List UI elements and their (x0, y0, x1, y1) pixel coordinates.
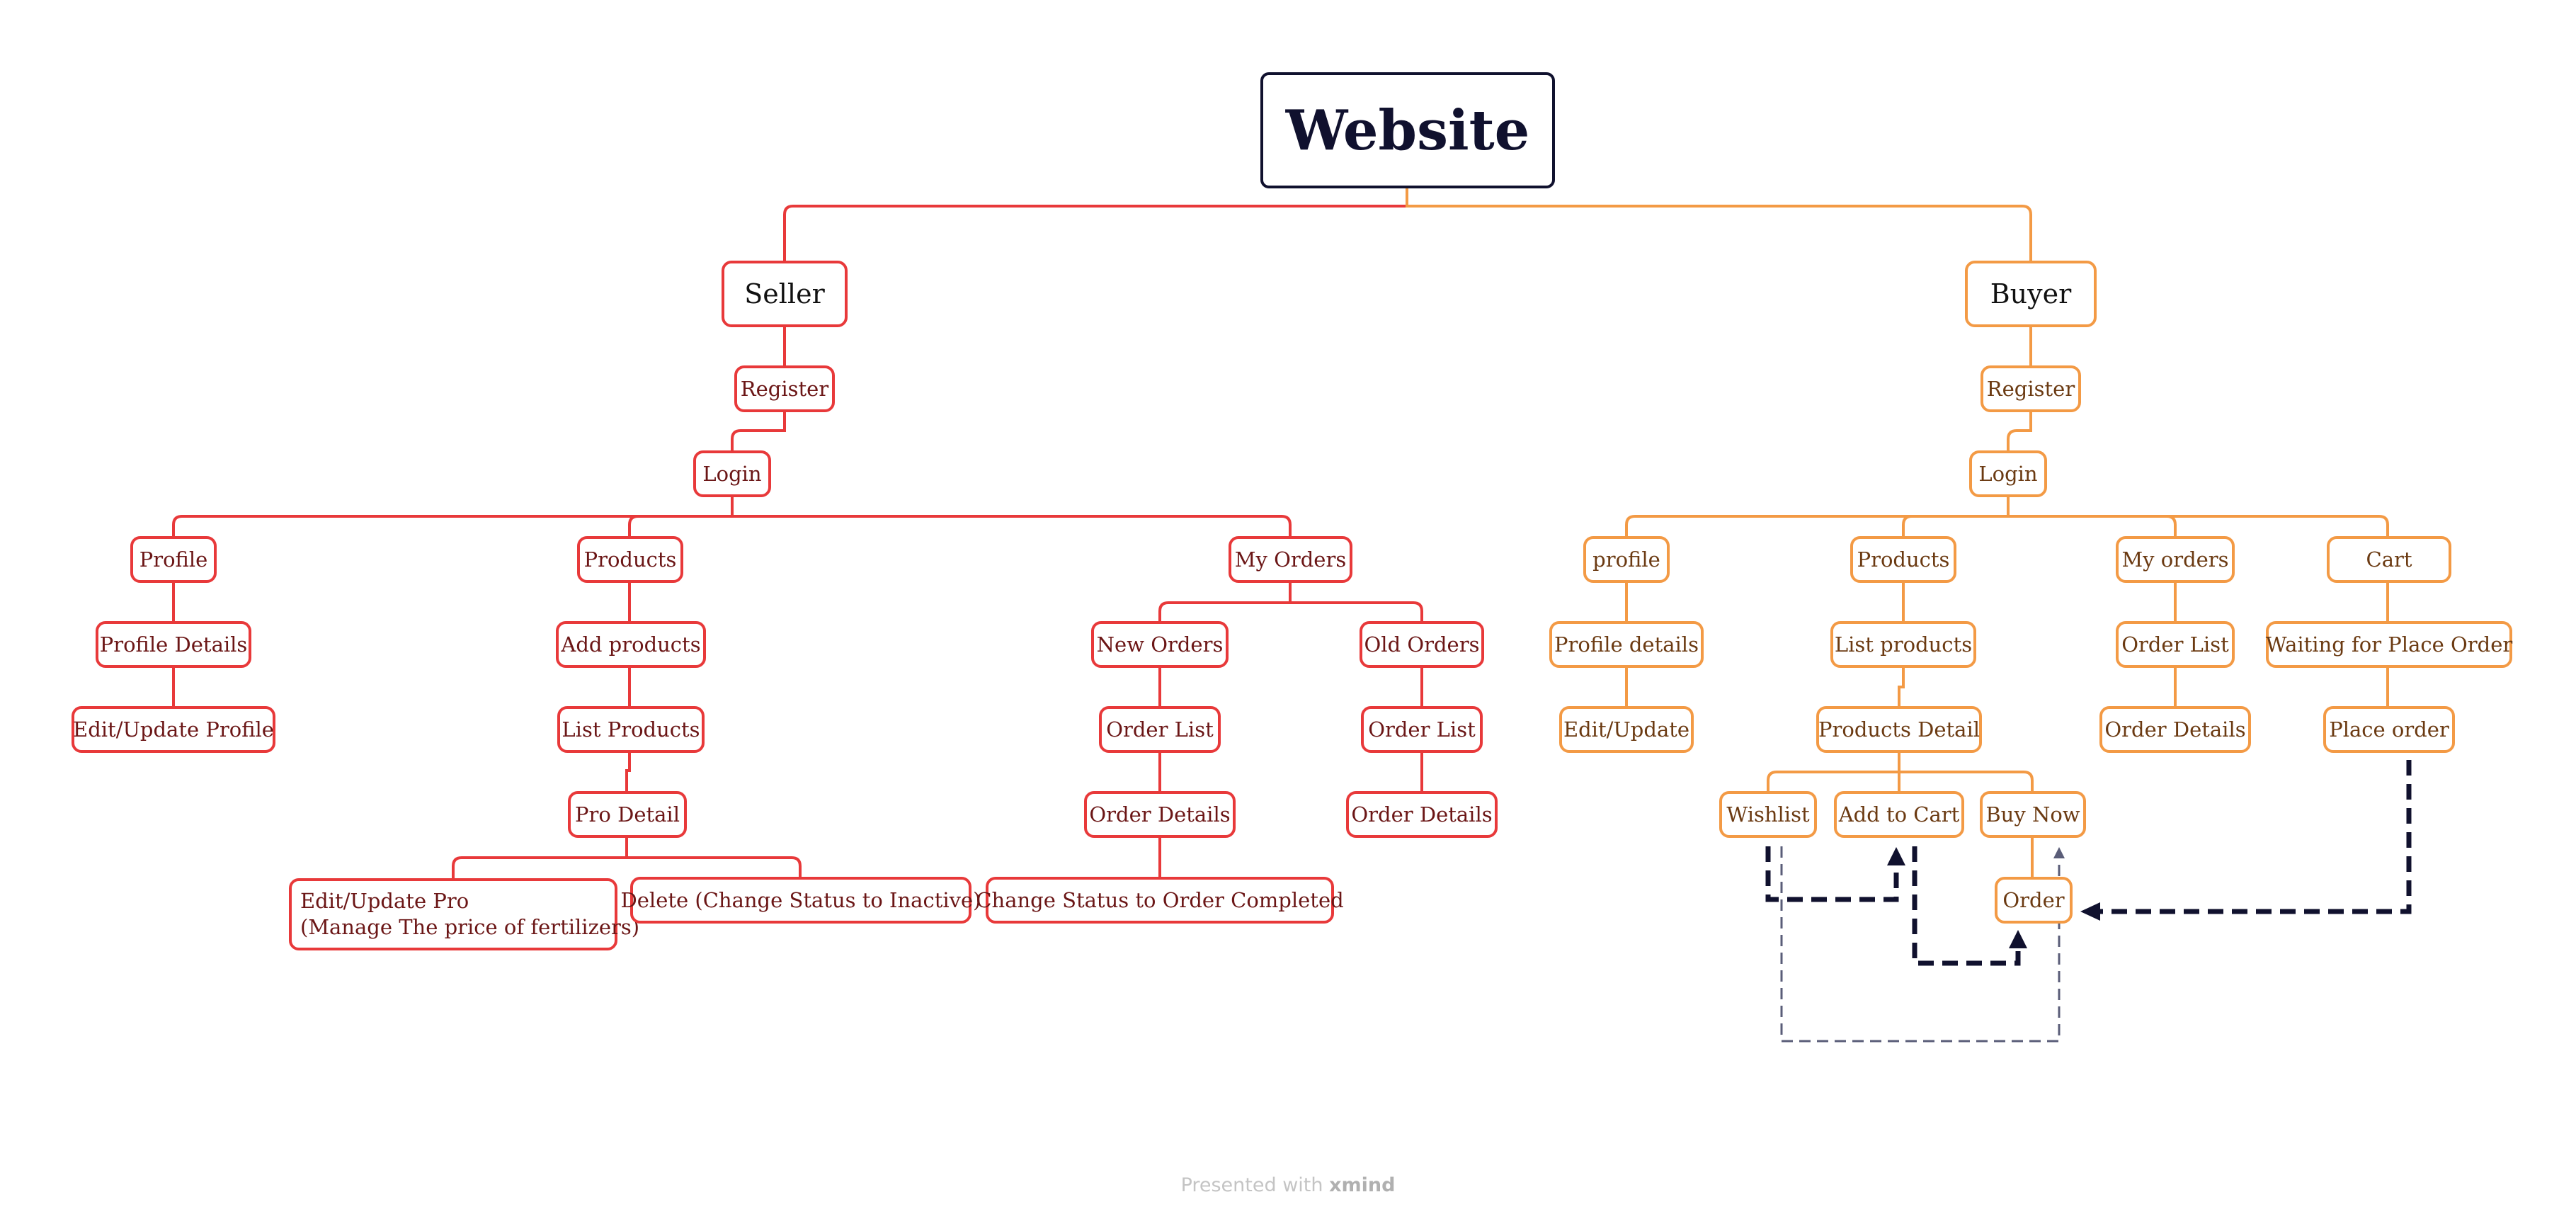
seller-products-node[interactable]: Products (577, 536, 683, 583)
seller-login-node[interactable]: Login (693, 450, 771, 497)
seller-profile-node[interactable]: Profile (130, 536, 217, 583)
connector-seller-products-children (452, 838, 802, 878)
presented-with-xmind-watermark: Presented with xmind (0, 1174, 2576, 1196)
seller-old-order-list-node[interactable]: Order List (1361, 706, 1483, 753)
seller-edit-pro-text: Edit/Update Pro (Manage The price of fert… (300, 888, 639, 941)
arrowhead-cart-order (2009, 930, 2027, 948)
connector-seller-orders-split (1158, 583, 1423, 621)
seller-new-order-details-node[interactable]: Order Details (1084, 791, 1236, 838)
connector-seller-products-detail (625, 753, 631, 791)
connector-buyer-branches (1625, 497, 2389, 536)
connector-seller-branches (172, 497, 1292, 536)
arrowhead-wishlist-cart (1887, 847, 1905, 865)
watermark-prefix: Presented with (1180, 1174, 1323, 1196)
buyer-profile-details-node[interactable]: Profile details (1549, 621, 1704, 668)
seller-edit-pro-node[interactable]: Edit/Update Pro (Manage The price of fert… (289, 878, 639, 950)
watermark-brand: xmind (1329, 1174, 1396, 1196)
buyer-login-node[interactable]: Login (1969, 450, 2047, 497)
relation-placeorder-to-order (2100, 760, 2412, 914)
seller-edit-pro-line2: (Manage The price of fertilizers) (300, 915, 640, 939)
seller-new-orders-node[interactable]: New Orders (1091, 621, 1229, 668)
relation-wishlist-to-cart (1765, 846, 1899, 902)
seller-edit-pro-line1: Edit/Update Pro (300, 889, 469, 913)
relation-cart-to-order (1912, 846, 2021, 966)
connector-buyer-products-detail (1898, 668, 1905, 706)
buyer-node[interactable]: Buyer (1965, 261, 2097, 327)
seller-delete-pro-node[interactable]: Delete (Change Status to Inactive) (621, 877, 981, 924)
seller-my-orders-node[interactable]: My Orders (1229, 536, 1352, 583)
buyer-order-list-node[interactable]: Order List (2116, 621, 2235, 668)
arrowhead-placeorder-order (2080, 902, 2100, 921)
buyer-products-node[interactable]: Products (1850, 536, 1956, 583)
seller-old-order-details-node[interactable]: Order Details (1346, 791, 1498, 838)
relation-wishlist-to-order-thin (1780, 846, 2061, 1043)
buyer-order-details-node[interactable]: Order Details (2099, 706, 2251, 753)
buyer-cart-node[interactable]: Cart (2327, 536, 2451, 583)
buyer-wishlist-node[interactable]: Wishlist (1719, 791, 1817, 838)
buyer-products-detail-node[interactable]: Products Detail (1816, 706, 1982, 753)
seller-profile-details-node[interactable]: Profile Details (96, 621, 251, 668)
connector-buyer-products-children (1767, 753, 2034, 791)
buyer-add-to-cart-node[interactable]: Add to Cart (1834, 791, 1964, 838)
buyer-my-orders-node[interactable]: My orders (2116, 536, 2235, 583)
connector-seller-login (731, 412, 786, 450)
seller-node[interactable]: Seller (722, 261, 848, 327)
seller-old-orders-node[interactable]: Old Orders (1360, 621, 1484, 668)
buyer-order-node[interactable]: Order (1995, 877, 2073, 924)
seller-register-node[interactable]: Register (734, 365, 835, 412)
buyer-edit-update-node[interactable]: Edit/Update (1559, 706, 1694, 753)
seller-edit-profile-node[interactable]: Edit/Update Profile (72, 706, 275, 753)
buyer-register-node[interactable]: Register (1981, 365, 2081, 412)
buyer-waiting-place-order-node[interactable]: Waiting for Place Order (2266, 621, 2512, 668)
root-node-website[interactable]: Website (1260, 72, 1555, 188)
buyer-profile-node[interactable]: profile (1583, 536, 1670, 583)
connector-root-seller (783, 188, 1408, 261)
buyer-buy-now-node[interactable]: Buy Now (1980, 791, 2086, 838)
seller-new-order-list-node[interactable]: Order List (1099, 706, 1221, 753)
buyer-list-products-node[interactable]: List products (1830, 621, 1976, 668)
seller-list-products-node[interactable]: List Products (557, 706, 705, 753)
seller-pro-detail-node[interactable]: Pro Detail (568, 791, 687, 838)
buyer-place-order-node[interactable]: Place order (2323, 706, 2455, 753)
connector-root-buyer (1406, 188, 2032, 261)
seller-add-products-node[interactable]: Add products (556, 621, 706, 668)
seller-order-completed-node[interactable]: Change Status to Order Completed (976, 877, 1344, 924)
connector-buyer-login (2007, 412, 2032, 450)
arrowhead-wishlist-order-thin (2053, 847, 2065, 858)
